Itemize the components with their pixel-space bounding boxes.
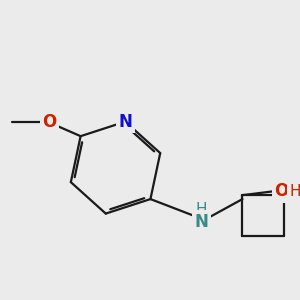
- Text: H: H: [196, 202, 207, 217]
- Text: N: N: [194, 213, 208, 231]
- Text: O: O: [42, 113, 56, 131]
- Text: H: H: [290, 184, 300, 199]
- Text: N: N: [118, 113, 132, 131]
- Text: O: O: [274, 182, 289, 200]
